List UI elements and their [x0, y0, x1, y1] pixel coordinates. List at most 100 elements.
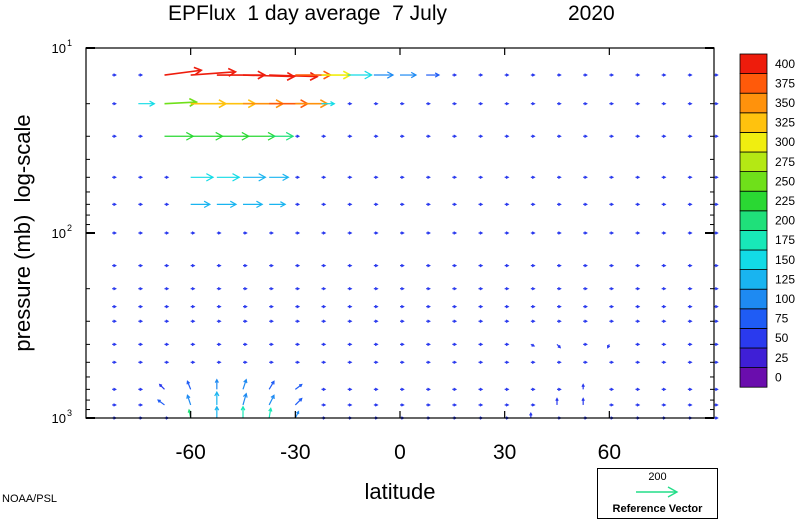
reference-vector-box: 200 Reference Vector: [597, 468, 718, 519]
vector-arrow-small: [504, 342, 510, 347]
vector-arrow-small: [635, 403, 641, 407]
vector-arrow-small: [530, 319, 536, 324]
vector-arrow-small: [400, 286, 405, 291]
vector-arrow-small: [557, 319, 562, 324]
x-tick-label: 0: [394, 441, 406, 464]
vector-arrow-small: [557, 175, 562, 180]
vector-arrow-small: [400, 342, 405, 347]
vector-arrow: [186, 380, 192, 390]
vector-arrow-small: [426, 263, 431, 268]
vector-arrow-small: [504, 286, 510, 291]
vector-arrow-small: [400, 134, 405, 139]
vector-arrow-small: [504, 231, 510, 235]
vector-arrow-small: [400, 231, 405, 235]
vector-arrow-small: [112, 403, 117, 407]
vector-arrow-small: [321, 263, 327, 268]
vector-arrow-small: [295, 286, 301, 291]
vector-arrow-small: [112, 134, 117, 139]
vector-arrow-small: [583, 286, 588, 291]
vector-arrow-small: [452, 175, 458, 180]
vector-arrow-small: [400, 319, 405, 324]
vector-arrow-small: [321, 286, 327, 291]
vector-arrow-small: [138, 134, 144, 139]
vector-arrow-small: [295, 360, 301, 365]
vector-arrow-small: [635, 101, 641, 106]
vector-arrow: [157, 399, 165, 406]
vector-arrow-small: [321, 342, 327, 347]
colorbar-label: 150: [775, 253, 795, 267]
vector-arrow-small: [216, 360, 222, 365]
vector-arrow-small: [426, 319, 431, 324]
vector-arrow-small: [687, 263, 693, 268]
y-tick-exponent: 3: [67, 408, 72, 418]
vector-arrow-small: [687, 286, 693, 291]
vector-arrow-small: [216, 304, 222, 309]
vector-arrow-small: [478, 101, 484, 106]
vector-arrow-small: [426, 387, 431, 392]
vector-arrow-small: [347, 342, 353, 347]
vector-arrow-small: [295, 175, 301, 180]
vector-arrow-small: [164, 231, 170, 235]
vector-arrow-small: [295, 263, 301, 268]
vector-arrow-small: [426, 134, 431, 139]
vector-arrow-small: [400, 175, 405, 180]
vector-arrow-small: [269, 263, 274, 268]
vector-arrow: [268, 407, 273, 419]
vector-arrow-small: [243, 263, 248, 268]
vector-arrow-small: [269, 342, 274, 347]
vector-arrow-small: [583, 202, 588, 207]
vector-arrow-small: [478, 286, 484, 291]
vector-arrow-small: [269, 304, 274, 309]
colorbar: 0 25 50 75 100 125 150 175 200 225 250 275 300 325 350…: [739, 53, 795, 388]
colorbar-label: 25: [775, 351, 789, 365]
vector-arrow-small: [583, 101, 588, 106]
vector-arrow-small: [530, 175, 536, 180]
vector-arrow: [607, 344, 611, 349]
vector-arrow-small: [635, 387, 641, 392]
colorbar-swatch: [739, 367, 768, 388]
vector-arrow-small: [138, 175, 144, 180]
vector-arrow: [294, 383, 303, 390]
vector-arrow-small: [426, 304, 431, 309]
vector-arrow-small: [452, 231, 458, 235]
vector-arrow-small: [452, 134, 458, 139]
vector-arrow-small: [609, 319, 615, 324]
vector-arrow: [556, 343, 562, 349]
vector-arrow-small: [373, 134, 379, 139]
vector-arrow-small: [216, 263, 222, 268]
x-tick-label: -60: [175, 441, 205, 464]
vector-arrow-small: [504, 175, 510, 180]
vector-arrow-small: [583, 319, 588, 324]
vector-arrow-small: [661, 286, 667, 291]
vector-arrow-small: [112, 286, 117, 291]
vector-arrow-small: [530, 134, 536, 139]
vector-arrow-small: [478, 73, 484, 77]
vector-arrow-small: [635, 263, 641, 268]
vector-arrow-small: [478, 263, 484, 268]
vector-arrow-small: [216, 286, 222, 291]
vector-arrow: [190, 200, 212, 209]
vector-arrow-small: [112, 387, 117, 392]
vector-arrow-small: [216, 342, 222, 347]
vector-arrow: [321, 101, 336, 107]
vector-arrow-small: [138, 319, 144, 324]
vector-arrow-small: [269, 286, 274, 291]
vector-arrow-small: [112, 319, 117, 324]
vector-arrow-small: [452, 360, 458, 365]
vector-arrow-small: [373, 231, 379, 235]
y-tick-exponent: 1: [67, 38, 72, 48]
vector-arrow-small: [504, 134, 510, 139]
vector-arrow-small: [504, 73, 510, 77]
vector-arrow-small: [609, 101, 615, 106]
vector-arrow-small: [478, 175, 484, 180]
vector-arrow: [269, 201, 287, 208]
y-tick-label: 10: [52, 41, 66, 56]
vector-arrow-small: [635, 304, 641, 309]
vector-arrow-small: [478, 342, 484, 347]
vector-arrow-small: [661, 134, 667, 139]
y-tick-label: 10: [52, 226, 66, 241]
vector-arrow-small: [269, 319, 274, 324]
colorbar-swatch: [739, 249, 768, 271]
